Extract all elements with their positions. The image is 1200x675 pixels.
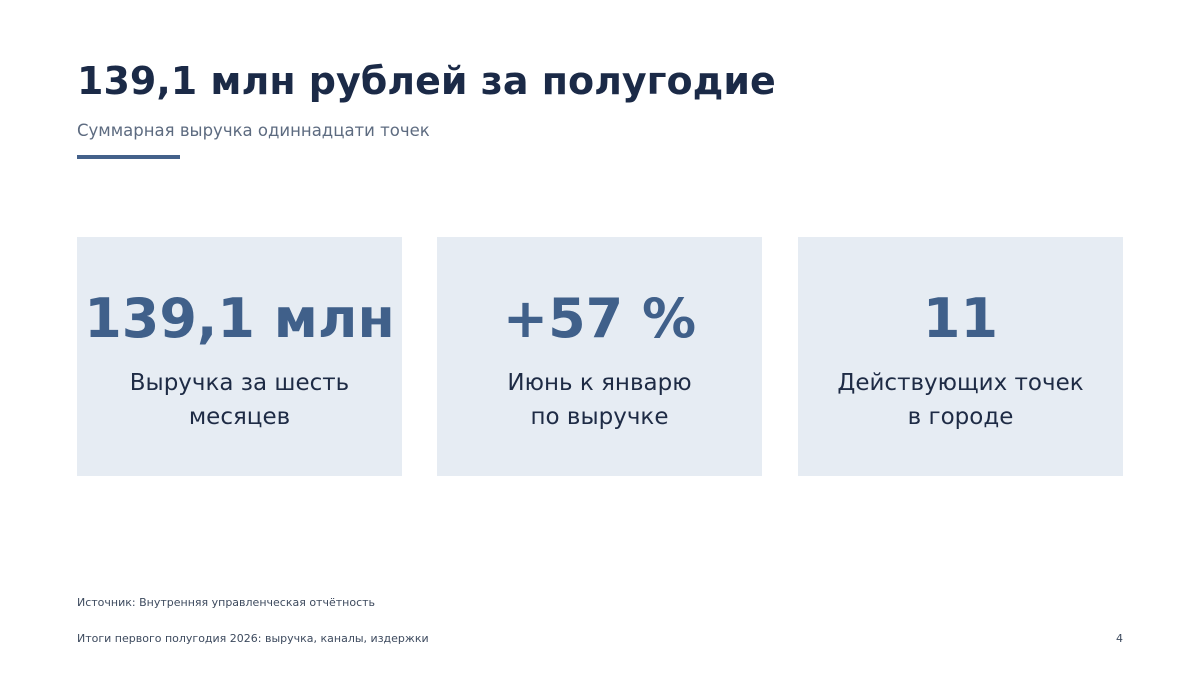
kpi-label-line: по выручке (530, 404, 669, 430)
kpi-card-revenue: 139,1 млн Выручка за шесть месяцев (77, 237, 402, 476)
kpi-label: Выручка за шесть месяцев (89, 366, 390, 434)
source-note: Источник: Внутренняя управленческая отчё… (77, 596, 376, 609)
slide-title: 139,1 млн рублей за полугодие (77, 59, 776, 103)
kpi-label-line: Выручка за шесть (129, 370, 350, 396)
kpi-label-line: месяцев (188, 404, 291, 430)
slide-subtitle: Суммарная выручка одиннадцати точек (77, 121, 430, 140)
kpi-label-line: Действующих точек (837, 370, 1084, 396)
kpi-value: 139,1 млн (84, 287, 395, 350)
page-number: 4 (1116, 632, 1123, 645)
title-accent-rule (77, 155, 180, 159)
kpi-value: 11 (922, 287, 999, 350)
kpi-label-line: Июнь к январю (507, 370, 692, 396)
kpi-value: +57 % (502, 287, 697, 350)
kpi-card-growth: +57 % Июнь к январю по выручке (437, 237, 762, 476)
kpi-label: Действующих точек в городе (810, 366, 1111, 434)
footer-text: Итоги первого полугодия 2026: выручка, к… (77, 632, 429, 645)
kpi-label-line: в городе (907, 404, 1014, 430)
kpi-label: Июнь к январю по выручке (449, 366, 750, 434)
kpi-card-points: 11 Действующих точек в городе (798, 237, 1123, 476)
